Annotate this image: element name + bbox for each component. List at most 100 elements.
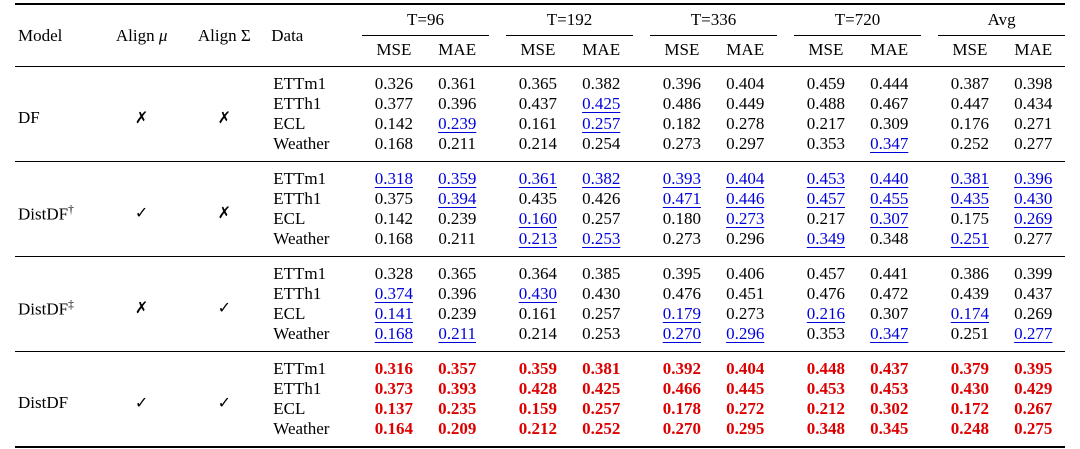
metric-value: 0.396 xyxy=(662,74,701,93)
metric-value: 0.211 xyxy=(438,134,476,153)
spacer xyxy=(489,379,506,399)
metric-value: 0.439 xyxy=(950,284,989,303)
group-header-t336: T=336 xyxy=(650,4,777,36)
table-row: ECL 0.141 0.239 0.161 0.257 0.179 0.273 0.216 0.… xyxy=(15,304,1065,324)
metric-value: 0.270 xyxy=(662,324,701,343)
spacer xyxy=(921,229,938,257)
metric-value: 0.430 xyxy=(1014,189,1053,208)
table-row: ETTh1 0.373 0.393 0.428 0.425 0.466 0.445 0.453… xyxy=(15,379,1065,399)
col-header-data: Data xyxy=(271,25,304,45)
metric-value: 0.365 xyxy=(438,264,477,283)
spacer xyxy=(777,94,794,114)
table-row: Weather 0.164 0.209 0.212 0.252 0.270 0.295 0.3… xyxy=(15,419,1065,447)
metric-value: 0.142 xyxy=(374,209,413,228)
align-sigma-flag: ✗ xyxy=(217,107,232,127)
metric-value: 0.396 xyxy=(1014,169,1053,188)
metric-value: 0.429 xyxy=(1014,379,1053,398)
metric-value: 0.248 xyxy=(950,419,989,438)
metric-value: 0.160 xyxy=(518,209,557,228)
metric-value: 0.142 xyxy=(374,114,413,133)
dataset-name: Weather xyxy=(273,229,330,248)
metric-value: 0.168 xyxy=(374,134,413,153)
dataset-name: ETTm1 xyxy=(273,264,327,283)
spacer xyxy=(777,134,794,162)
metric-value: 0.373 xyxy=(374,379,413,398)
metric-value: 0.273 xyxy=(662,229,701,248)
spacer xyxy=(777,379,794,399)
spacer xyxy=(489,209,506,229)
metric-value: 0.445 xyxy=(726,379,765,398)
metric-value: 0.318 xyxy=(374,169,413,188)
spacer xyxy=(777,304,794,324)
metric-value: 0.211 xyxy=(438,229,476,248)
metric-value: 0.174 xyxy=(950,304,989,323)
align-sigma-label: Align xyxy=(197,25,237,45)
metric-value: 0.272 xyxy=(726,399,765,418)
metric-value: 0.467 xyxy=(870,94,909,113)
metric-header-mae: MAE xyxy=(582,40,621,59)
metric-value: 0.254 xyxy=(582,134,621,153)
spacer xyxy=(633,304,650,324)
spacer xyxy=(921,134,938,162)
metric-value: 0.446 xyxy=(726,189,765,208)
dataset-name: ECL xyxy=(273,304,306,323)
metric-value: 0.430 xyxy=(950,379,989,398)
spacer xyxy=(777,352,794,380)
group-header-t192: T=192 xyxy=(506,4,633,36)
metric-value: 0.347 xyxy=(870,134,909,153)
metric-value: 0.396 xyxy=(438,284,477,303)
metric-value: 0.257 xyxy=(582,399,621,418)
metric-value: 0.212 xyxy=(518,419,557,438)
spacer xyxy=(921,162,938,190)
metric-value: 0.172 xyxy=(950,399,989,418)
align-mu-flag: ✗ xyxy=(134,297,149,317)
align-sigma-flag: ✓ xyxy=(217,297,232,317)
metric-value: 0.252 xyxy=(950,134,989,153)
metric-value: 0.251 xyxy=(950,229,989,248)
model-block: DistDF† ✓ ✗ ETTm1 0.318 0.359 0.361 0.382 0.393 0… xyxy=(15,161,1065,257)
metric-value: 0.257 xyxy=(582,304,621,323)
metric-header-mae: MAE xyxy=(438,40,477,59)
metric-value: 0.396 xyxy=(438,94,477,113)
model-label: DF xyxy=(18,107,40,127)
metric-value: 0.385 xyxy=(582,264,621,283)
metric-value: 0.488 xyxy=(806,94,845,113)
spacer xyxy=(921,284,938,304)
group-header-avg: Avg xyxy=(938,4,1065,36)
spacer xyxy=(633,114,650,134)
metric-header-mse: MSE xyxy=(376,40,412,59)
metric-value: 0.216 xyxy=(806,304,845,323)
metric-value: 0.386 xyxy=(950,264,989,283)
spacer xyxy=(921,67,938,95)
spacer xyxy=(633,4,650,67)
metric-value: 0.379 xyxy=(950,359,989,378)
metric-value: 0.214 xyxy=(518,324,557,343)
spacer xyxy=(921,304,938,324)
metric-value: 0.257 xyxy=(582,209,621,228)
metric-value: 0.349 xyxy=(806,229,845,248)
metric-value: 0.209 xyxy=(438,419,477,438)
model-superscript: ‡ xyxy=(68,298,74,312)
table-row: ECL 0.137 0.235 0.159 0.257 0.178 0.272 0.212 0.… xyxy=(15,399,1065,419)
metric-value: 0.277 xyxy=(1014,324,1053,343)
model-block: DistDF‡ ✗ ✓ ETTm1 0.328 0.365 0.364 0.385 0.395 0… xyxy=(15,256,1065,352)
metric-value: 0.404 xyxy=(726,359,765,378)
metric-header-mse: MSE xyxy=(952,40,988,59)
metric-value: 0.399 xyxy=(1014,264,1053,283)
table-row: ETTh1 0.377 0.396 0.437 0.425 0.486 0.449 0.488… xyxy=(15,94,1065,114)
metric-value: 0.273 xyxy=(662,134,701,153)
align-mu-label: Align xyxy=(115,25,155,45)
metric-value: 0.453 xyxy=(806,169,845,188)
metric-value: 0.441 xyxy=(870,264,909,283)
metric-value: 0.328 xyxy=(374,264,413,283)
metric-value: 0.267 xyxy=(1014,399,1053,418)
metric-value: 0.357 xyxy=(438,359,477,378)
spacer xyxy=(489,257,506,285)
spacer xyxy=(633,257,650,285)
spacer xyxy=(777,162,794,190)
spacer xyxy=(489,229,506,257)
metric-value: 0.307 xyxy=(870,209,909,228)
metric-value: 0.448 xyxy=(806,359,845,378)
metric-value: 0.213 xyxy=(518,229,557,248)
table-row: Weather 0.168 0.211 0.214 0.254 0.273 0.297 0.3… xyxy=(15,134,1065,162)
